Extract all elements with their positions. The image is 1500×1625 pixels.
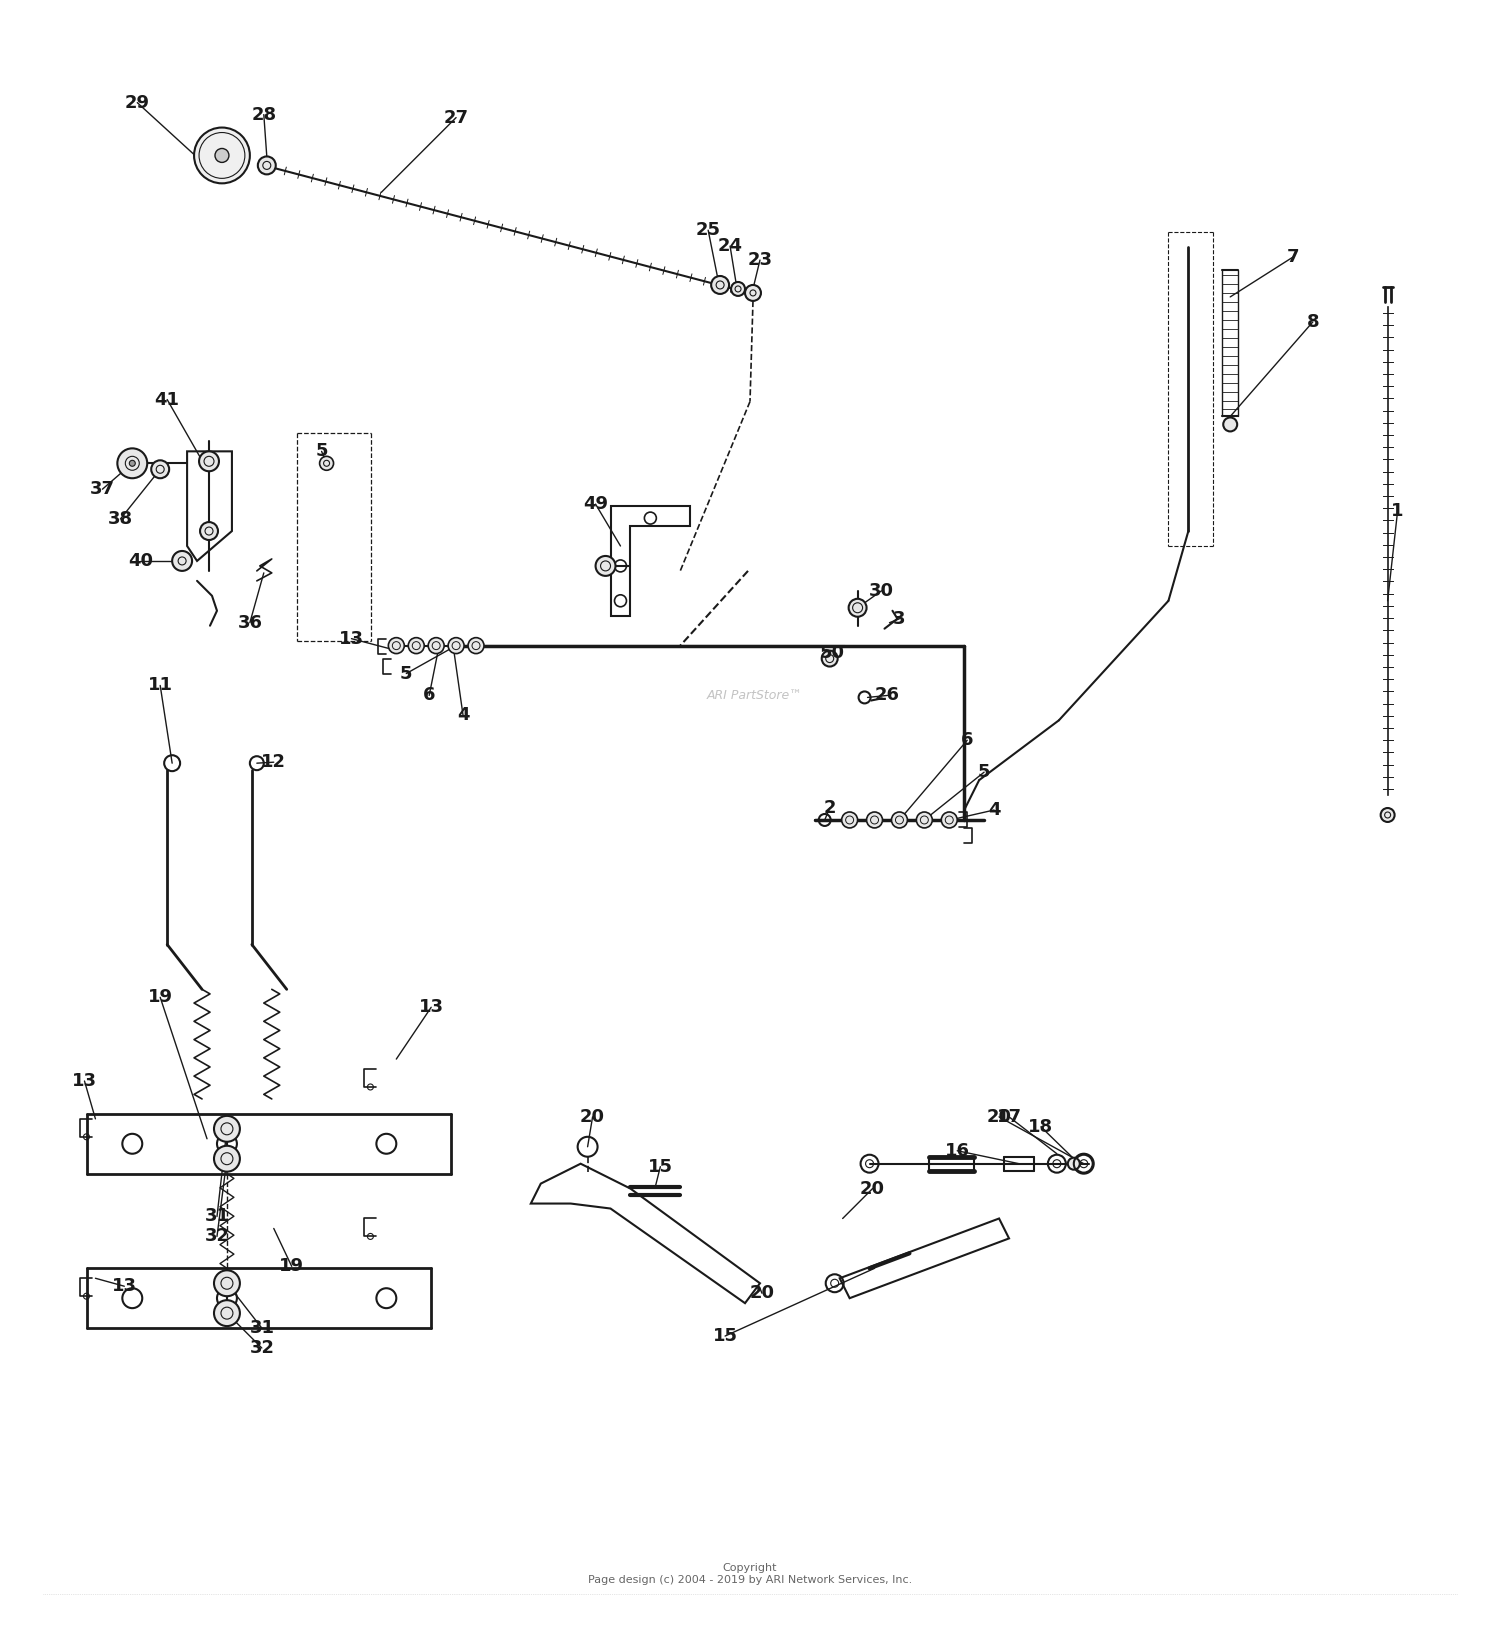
Circle shape [117,449,147,478]
Circle shape [942,812,957,829]
Text: 28: 28 [251,106,276,124]
Circle shape [200,522,217,540]
Circle shape [822,650,837,666]
Text: 8: 8 [1306,314,1318,332]
Text: 25: 25 [696,221,720,239]
Text: 5: 5 [315,442,328,460]
Text: 15: 15 [712,1328,738,1346]
Circle shape [172,551,192,570]
Text: 40: 40 [128,552,153,570]
Text: 24: 24 [717,237,742,255]
Text: 13: 13 [419,998,444,1016]
Text: 27: 27 [444,109,468,127]
Text: 29: 29 [124,94,150,112]
Text: 16: 16 [945,1142,969,1160]
Text: 5: 5 [400,665,412,682]
Text: 6: 6 [423,686,435,704]
Text: 41: 41 [154,390,180,408]
Text: 5: 5 [978,764,990,782]
Text: 37: 37 [90,481,116,499]
Text: 50: 50 [819,644,844,661]
Text: 13: 13 [112,1277,136,1295]
Text: 26: 26 [874,686,900,704]
Text: 17: 17 [996,1108,1022,1126]
Text: 31: 31 [249,1320,274,1337]
Text: 13: 13 [72,1072,98,1090]
Circle shape [1380,808,1395,822]
Circle shape [214,1116,240,1142]
Circle shape [1068,1157,1080,1170]
Text: 36: 36 [237,614,262,632]
Circle shape [200,452,219,471]
Text: 20: 20 [859,1180,885,1198]
Circle shape [214,148,230,162]
Text: 11: 11 [147,676,172,694]
Circle shape [258,156,276,174]
Circle shape [214,1271,240,1297]
Circle shape [891,812,908,829]
Text: 3: 3 [892,609,906,627]
Circle shape [194,127,250,184]
Text: 20: 20 [987,1108,1011,1126]
Text: 18: 18 [1029,1118,1053,1136]
Text: 12: 12 [261,752,286,772]
Circle shape [1222,418,1238,431]
Text: 6: 6 [962,731,974,749]
Text: 4: 4 [458,707,470,725]
Text: 4: 4 [988,801,1000,819]
Circle shape [448,637,464,653]
Text: ARI PartStore™: ARI PartStore™ [706,689,803,702]
Circle shape [867,812,882,829]
Circle shape [746,284,760,301]
Text: 19: 19 [147,988,172,1006]
Circle shape [320,457,333,470]
Circle shape [388,637,405,653]
Text: 20: 20 [750,1284,774,1302]
Circle shape [129,460,135,466]
Text: 31: 31 [204,1207,230,1225]
Text: 1: 1 [1392,502,1404,520]
Circle shape [408,637,424,653]
Text: 2: 2 [824,800,836,817]
Text: 15: 15 [648,1157,674,1175]
Text: 32: 32 [249,1339,274,1357]
Circle shape [214,1146,240,1172]
Circle shape [711,276,729,294]
Circle shape [730,283,746,296]
Circle shape [596,556,615,575]
Circle shape [427,637,444,653]
Text: 19: 19 [279,1258,304,1276]
Circle shape [152,460,170,478]
Text: 23: 23 [747,250,772,270]
Text: 13: 13 [339,629,364,648]
Text: 7: 7 [1287,249,1299,266]
Text: 30: 30 [868,582,894,600]
Text: 20: 20 [580,1108,604,1126]
Text: 49: 49 [584,496,608,514]
Circle shape [468,637,484,653]
Circle shape [214,1300,240,1326]
Circle shape [849,598,867,618]
Circle shape [916,812,933,829]
Text: 38: 38 [108,510,134,528]
Text: 32: 32 [204,1227,230,1245]
Text: Copyright
Page design (c) 2004 - 2019 by ARI Network Services, Inc.: Copyright Page design (c) 2004 - 2019 by… [588,1563,912,1584]
Circle shape [842,812,858,829]
